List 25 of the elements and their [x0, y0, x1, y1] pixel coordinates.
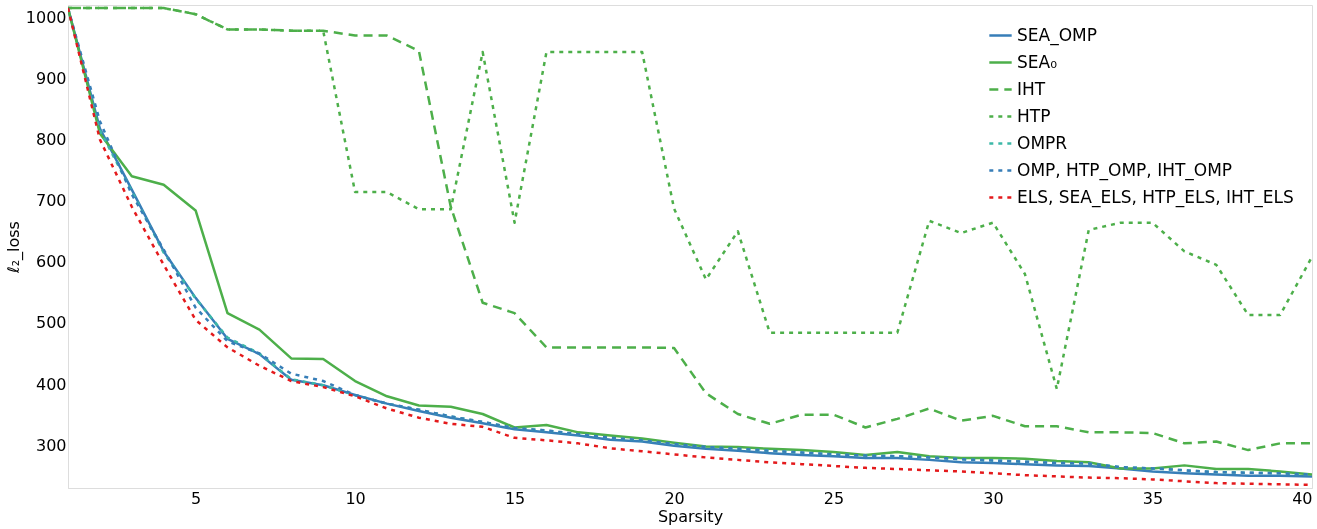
legend-label: ELS, SEA_ELS, HTP_ELS, IHT_ELS — [1017, 186, 1294, 208]
y-tick-label: 700 — [35, 191, 67, 211]
x-tick-label: 35 — [1142, 488, 1164, 508]
x-tick-label: 20 — [664, 488, 685, 508]
y-tick-label: 900 — [35, 68, 67, 88]
legend-label: SEA₀ — [1017, 51, 1058, 72]
y-tick-label: 300 — [35, 435, 67, 455]
x-tick-label: 30 — [983, 488, 1004, 508]
x-tick-label: 15 — [504, 488, 526, 508]
y-tick-label: 1000 — [25, 7, 67, 27]
legend-label: OMPR — [1017, 132, 1068, 153]
legend-label: OMP, HTP_OMP, IHT_OMP — [1017, 159, 1233, 181]
y-tick-label: 800 — [35, 130, 67, 150]
y-axis-title: ℓ₂_loss — [3, 221, 24, 274]
legend-label: HTP — [1017, 105, 1051, 126]
x-axis-title: Sparsity — [657, 506, 724, 526]
legend-label: SEA_OMP — [1017, 24, 1097, 46]
y-tick-label: 600 — [35, 252, 67, 272]
x-tick-label: 25 — [823, 488, 845, 508]
x-tick-label: 10 — [345, 488, 366, 508]
x-tick-label: 5 — [191, 488, 202, 508]
y-tick-label: 400 — [35, 374, 67, 394]
legend-label: IHT — [1017, 78, 1046, 99]
y-tick-label: 500 — [35, 313, 67, 333]
x-tick-label: 40 — [1292, 488, 1313, 508]
